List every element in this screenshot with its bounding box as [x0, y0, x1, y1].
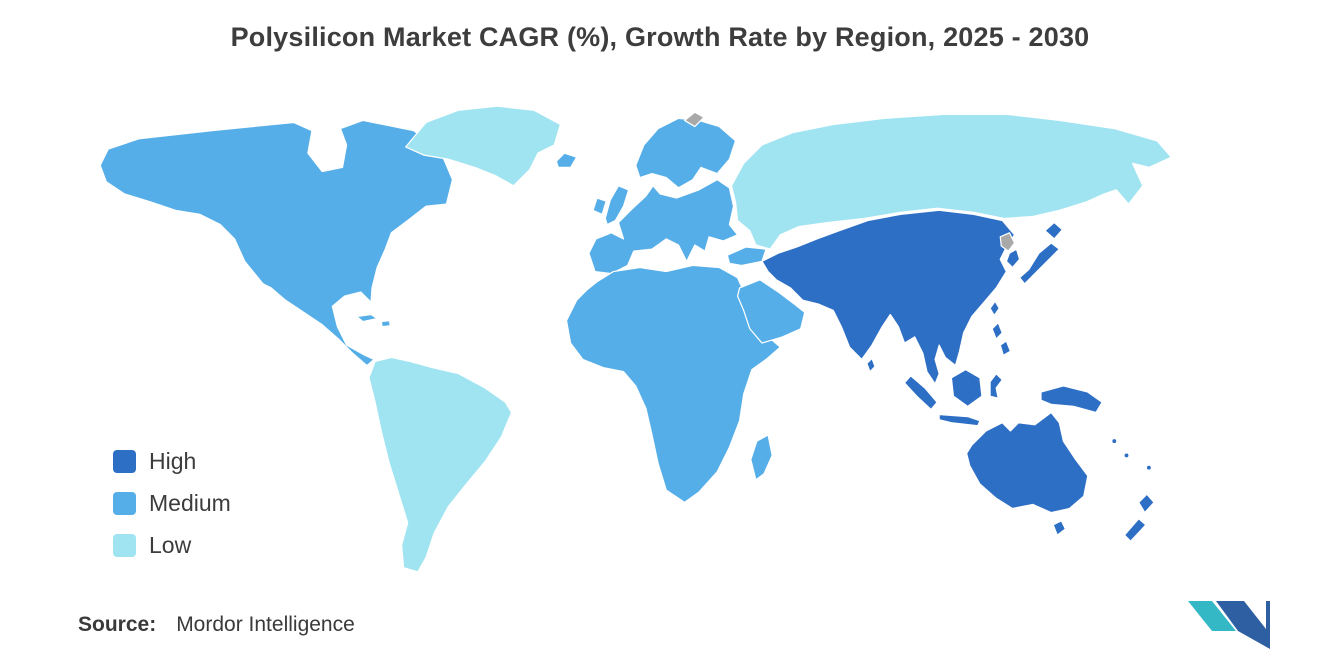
region-tasmania[interactable]: [1052, 520, 1067, 536]
legend-item-high[interactable]: High: [113, 448, 231, 475]
region-madagascar[interactable]: [750, 434, 773, 481]
region-pacific-island-1[interactable]: [1111, 437, 1118, 445]
region-africa[interactable]: [565, 264, 781, 503]
region-caribbean[interactable]: [356, 313, 378, 323]
region-taiwan[interactable]: [989, 300, 1000, 317]
source-line: Source: Mordor Intelligence: [78, 613, 355, 637]
source-value: Mordor Intelligence: [176, 613, 355, 636]
region-new-guinea[interactable]: [1040, 385, 1103, 414]
world-map: [90, 100, 1210, 580]
logo-teal-shape: [1188, 601, 1236, 631]
region-europe[interactable]: [588, 179, 739, 275]
legend-label-medium: Medium: [149, 490, 231, 516]
region-philippines-north[interactable]: [991, 322, 1003, 340]
region-pacific-island-3[interactable]: [1145, 464, 1153, 471]
region-japan-honshu[interactable]: [1018, 242, 1060, 285]
region-north-korea[interactable]: [999, 232, 1016, 252]
region-scandinavia[interactable]: [635, 117, 737, 189]
region-iceland[interactable]: [555, 152, 578, 169]
region-uk[interactable]: [604, 185, 630, 226]
region-borneo[interactable]: [950, 369, 983, 407]
logo-blue-shape: [1216, 601, 1270, 649]
region-pacific-island-2[interactable]: [1123, 452, 1130, 459]
region-south-america[interactable]: [368, 356, 513, 573]
legend-label-high: High: [149, 448, 197, 474]
region-north-america[interactable]: [99, 119, 454, 367]
legend-label-low: Low: [149, 532, 192, 558]
region-turkey[interactable]: [726, 246, 767, 267]
region-asia-high[interactable]: [761, 209, 1016, 385]
legend-swatch-low: [113, 534, 136, 557]
chart-title: Polysilicon Market CAGR (%), Growth Rate…: [230, 22, 1090, 52]
region-new-zealand-north[interactable]: [1138, 493, 1155, 514]
legend: High Medium Low: [113, 448, 231, 559]
region-svalbard[interactable]: [684, 111, 705, 128]
region-philippines-south[interactable]: [999, 340, 1012, 356]
legend-swatch-medium: [113, 492, 136, 515]
legend-item-low[interactable]: Low: [113, 532, 231, 559]
region-sri-lanka[interactable]: [866, 357, 876, 373]
region-new-zealand-south[interactable]: [1123, 518, 1147, 542]
region-japan-hokkaido[interactable]: [1044, 221, 1063, 240]
region-australia[interactable]: [966, 411, 1089, 514]
region-greenland[interactable]: [405, 105, 562, 187]
region-java[interactable]: [938, 413, 981, 427]
region-sulawesi[interactable]: [989, 373, 1003, 399]
region-arabia[interactable]: [736, 279, 806, 344]
region-russia-central-asia[interactable]: [730, 113, 1172, 250]
legend-swatch-high: [113, 450, 136, 473]
region-hispaniola[interactable]: [380, 319, 391, 328]
mordor-intelligence-logo: [1186, 597, 1272, 653]
region-south-korea[interactable]: [1005, 248, 1021, 269]
region-ireland[interactable]: [592, 197, 607, 215]
source-label: Source:: [78, 613, 157, 636]
legend-item-medium[interactable]: Medium: [113, 490, 231, 517]
region-sumatra[interactable]: [903, 375, 938, 411]
